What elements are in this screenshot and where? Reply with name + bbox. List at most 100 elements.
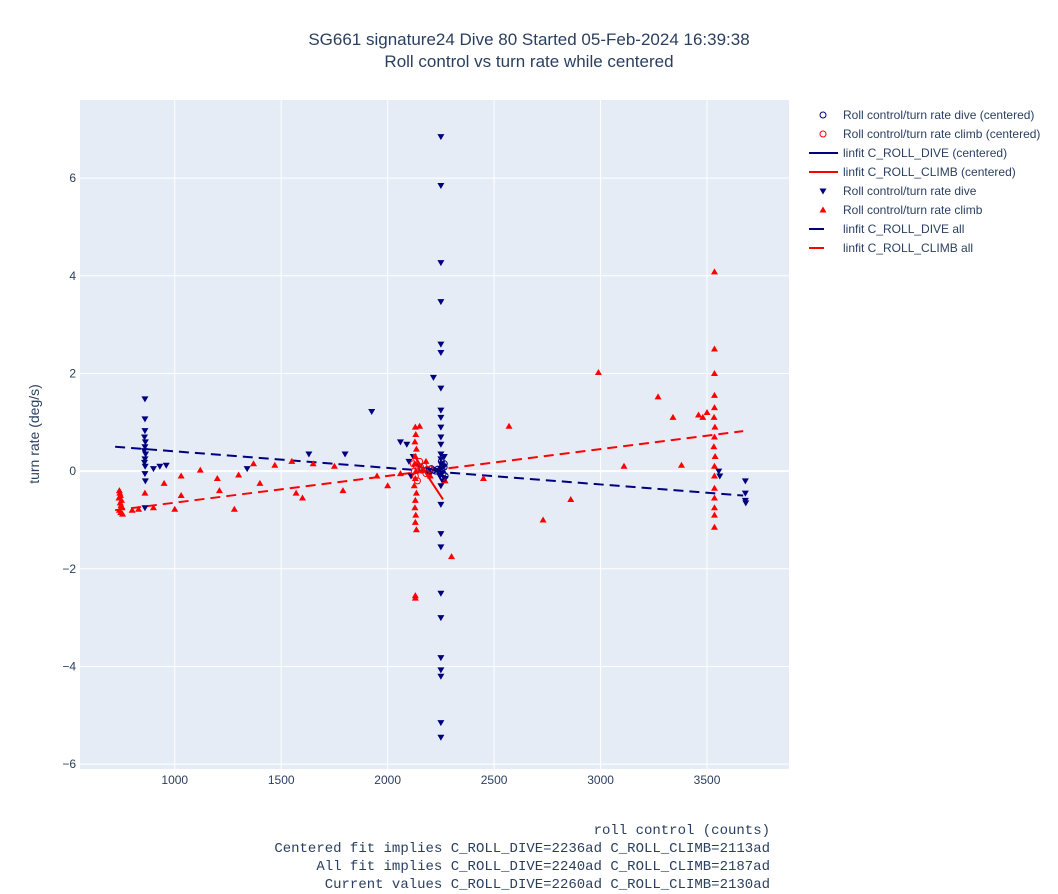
climb-point bbox=[412, 511, 420, 518]
dive-point bbox=[437, 667, 445, 674]
climb-point bbox=[171, 505, 179, 512]
x-tick-label: 2500 bbox=[481, 773, 508, 787]
climb-point bbox=[250, 460, 258, 467]
fit-line-all bbox=[115, 430, 744, 512]
centered-point bbox=[439, 461, 447, 469]
dive-point bbox=[405, 458, 413, 465]
climb-point bbox=[115, 487, 123, 494]
legend-symbol bbox=[809, 246, 824, 249]
x-tick-label: 2000 bbox=[374, 773, 401, 787]
y-tick-label: 0 bbox=[69, 464, 76, 478]
climb-point bbox=[710, 462, 718, 469]
climb-point bbox=[669, 413, 677, 420]
dive-point bbox=[437, 434, 445, 441]
fit-line-all bbox=[115, 445, 744, 497]
climb-point bbox=[411, 474, 419, 481]
climb-point bbox=[654, 393, 662, 400]
climb-point bbox=[215, 487, 223, 494]
dive-point bbox=[437, 407, 445, 414]
dive-point bbox=[141, 459, 149, 466]
dive-point bbox=[741, 478, 749, 485]
legend-symbol bbox=[819, 111, 827, 118]
y-axis-label: turn rate (deg/s) bbox=[26, 384, 42, 484]
climb-point bbox=[710, 494, 718, 501]
dive-point bbox=[437, 182, 445, 189]
climb-point bbox=[711, 452, 719, 459]
legend-item[interactable]: Roll control/turn rate climb (centered) bbox=[808, 124, 1040, 143]
legend-label: Roll control/turn rate dive (centered) bbox=[843, 107, 1035, 122]
climb-point bbox=[448, 553, 456, 560]
climb-point bbox=[412, 445, 420, 452]
climb-point bbox=[288, 457, 296, 464]
climb-point bbox=[411, 438, 419, 445]
y-tick-label: −2 bbox=[62, 562, 76, 576]
climb-point bbox=[235, 471, 243, 478]
dive-point bbox=[149, 466, 157, 473]
climb-point bbox=[710, 413, 718, 420]
legend-symbol bbox=[819, 206, 827, 212]
climb-point bbox=[411, 496, 419, 503]
climb-point bbox=[330, 462, 338, 469]
current-values-note: Current values C_ROLL_DIVE=2260ad C_ROLL… bbox=[324, 877, 770, 893]
legend-symbol bbox=[809, 227, 824, 230]
dive-point bbox=[429, 374, 437, 381]
climb-point bbox=[410, 482, 418, 489]
climb-point bbox=[135, 505, 143, 512]
climb-point bbox=[711, 423, 719, 430]
y-tick-label: 2 bbox=[69, 366, 76, 380]
climb-point bbox=[256, 479, 264, 486]
dive-point bbox=[396, 439, 404, 446]
fit-line-centered bbox=[412, 453, 444, 500]
centered-fit-note: Centered fit implies C_ROLL_DIVE=2236ad … bbox=[274, 841, 770, 857]
dive-point bbox=[716, 473, 724, 480]
dive-point bbox=[437, 673, 445, 680]
climb-point bbox=[213, 474, 221, 481]
climb-point bbox=[710, 484, 718, 491]
tick-layer: 1000 1500 2000 2500 3000 3500 −6 −4 −2 0 2 4 6 bbox=[62, 171, 720, 787]
plot-area[interactable] bbox=[80, 100, 789, 769]
dive-point bbox=[141, 456, 149, 463]
climb-point bbox=[703, 409, 711, 416]
climb-point bbox=[230, 505, 238, 512]
legend-label: linfit C_ROLL_DIVE all bbox=[843, 221, 965, 236]
dive-point bbox=[141, 444, 149, 451]
climb-point bbox=[177, 472, 185, 479]
fit-line-centered bbox=[425, 467, 446, 474]
x-tick-label: 3000 bbox=[587, 773, 614, 787]
dive-point bbox=[437, 299, 445, 306]
dive-point bbox=[741, 490, 749, 497]
legend-item[interactable]: linfit C_ROLL_CLIMB all bbox=[808, 238, 1040, 257]
climb-point bbox=[505, 422, 513, 429]
legend-label: linfit C_ROLL_CLIMB (centered) bbox=[843, 164, 1016, 179]
y-tick-label: 4 bbox=[69, 269, 76, 283]
dive-point bbox=[440, 453, 448, 460]
legend-label: Roll control/turn rate climb bbox=[843, 202, 983, 217]
dive-point bbox=[156, 463, 164, 470]
climb-point bbox=[699, 413, 707, 420]
climb-point bbox=[416, 422, 424, 429]
climb-point bbox=[710, 443, 718, 450]
climb-point bbox=[710, 404, 718, 411]
dive-point bbox=[437, 734, 445, 741]
climb-point bbox=[373, 472, 381, 479]
legend-item[interactable]: linfit C_ROLL_DIVE (centered) bbox=[808, 143, 1040, 162]
dive-point bbox=[141, 428, 149, 435]
climb-point bbox=[677, 461, 685, 468]
centered-point bbox=[413, 477, 421, 485]
dive-point bbox=[141, 505, 149, 512]
climb-point bbox=[160, 479, 168, 486]
climb-point bbox=[396, 470, 404, 477]
x-axis-label-block: roll control (counts) Centered fit impli… bbox=[100, 822, 770, 894]
legend-item[interactable]: Roll control/turn rate dive (centered) bbox=[808, 105, 1040, 124]
climb-point bbox=[819, 206, 827, 212]
legend-item[interactable]: linfit C_ROLL_DIVE all bbox=[808, 219, 1040, 238]
dive-point bbox=[141, 471, 149, 478]
legend-item[interactable]: linfit C_ROLL_CLIMB (centered) bbox=[808, 162, 1040, 181]
climb-point bbox=[710, 433, 718, 440]
y-tick-label: 6 bbox=[69, 171, 76, 185]
climb-point bbox=[141, 489, 149, 496]
legend-item[interactable]: Roll control/turn rate climb bbox=[808, 200, 1040, 219]
legend-item[interactable]: Roll control/turn rate dive bbox=[808, 181, 1040, 200]
climb-point bbox=[710, 504, 718, 511]
